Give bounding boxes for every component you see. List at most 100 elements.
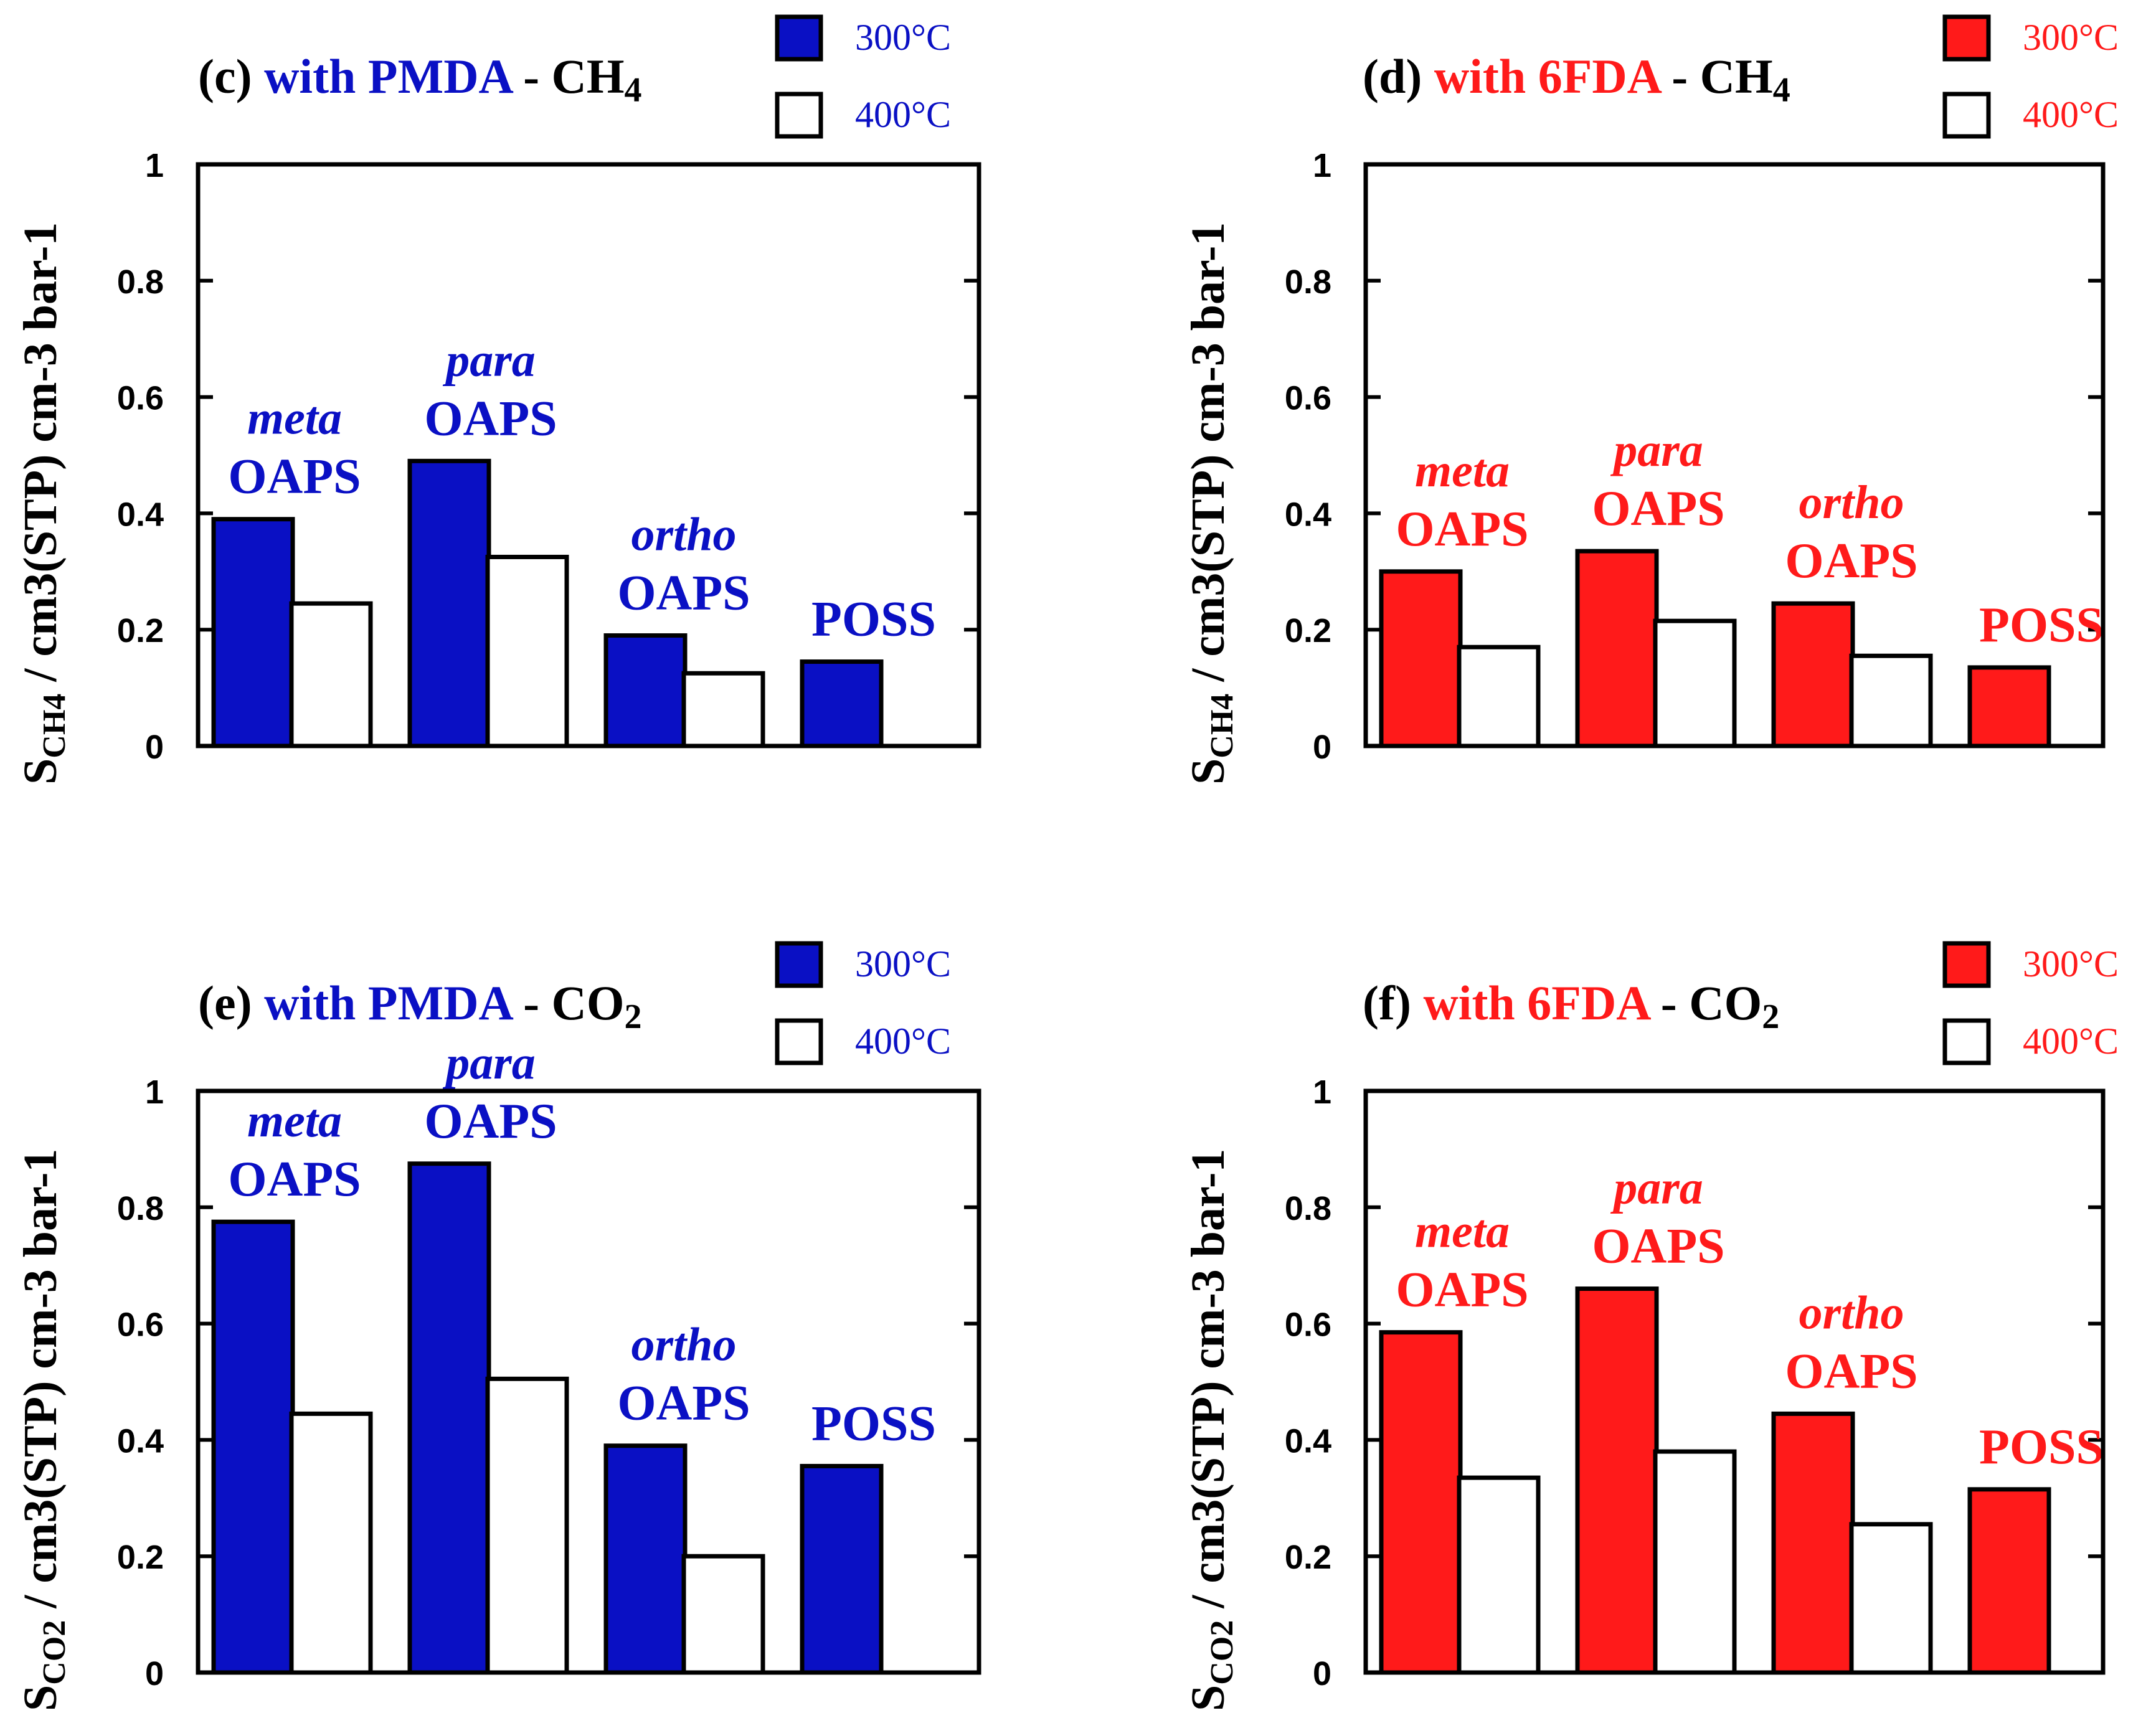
category-label-name: OAPS xyxy=(1592,1219,1724,1274)
title-gas: - CH xyxy=(511,49,625,103)
category-label-name: POSS xyxy=(1979,598,2104,653)
title-gas-subscript: 4 xyxy=(1773,71,1790,110)
category-label-name: OAPS xyxy=(424,1094,557,1149)
y-tick-label: 0.4 xyxy=(1285,496,1331,533)
category-label-name: POSS xyxy=(1979,1420,2104,1475)
bar-400-para xyxy=(485,1376,569,1675)
bar-400-ortho xyxy=(1849,653,1933,748)
y-tick-label: 0.2 xyxy=(1285,612,1331,649)
category-label-name: OAPS xyxy=(1396,502,1528,557)
y-axis-label-subscript: CO2 xyxy=(37,1620,72,1685)
bar-300-meta xyxy=(211,517,295,748)
y-axis-label-units: / cm3(STP) cm-3 bar-1 xyxy=(1182,1149,1234,1620)
legend: 300°C 400°C xyxy=(775,941,951,1065)
bar-400-ortho xyxy=(681,1554,765,1675)
y-tick-label: 0.8 xyxy=(1285,1190,1331,1227)
y-axis-label-units: / cm3(STP) cm-3 bar-1 xyxy=(14,1149,67,1620)
category-label-prefix: ortho xyxy=(631,1319,737,1371)
y-tick-label: 0 xyxy=(1313,1655,1331,1692)
legend-label-400: 400°C xyxy=(855,1021,951,1062)
title-gas-subscript: 2 xyxy=(625,998,642,1036)
legend-swatch-300 xyxy=(1942,14,1991,62)
y-tick-label: 0.2 xyxy=(117,1539,164,1576)
y-tick-label: 0.4 xyxy=(1285,1422,1331,1460)
y-tick-label: 1 xyxy=(1313,147,1331,184)
y-axis-label: SCO2 / cm3(STP) cm-3 bar-1 xyxy=(1182,1149,1240,1711)
category-label-name: OAPS xyxy=(228,1152,361,1207)
bar-400-meta xyxy=(289,1411,373,1675)
category-label-prefix: meta xyxy=(247,392,342,445)
category-label-prefix: ortho xyxy=(1799,1286,1904,1339)
bar-300-poss xyxy=(800,659,884,748)
category-label-prefix: ortho xyxy=(631,509,737,561)
panel-tag: (d) xyxy=(1363,49,1422,103)
category-label-name: OAPS xyxy=(424,391,557,446)
category-label-name: OAPS xyxy=(1396,1263,1528,1318)
legend: 300°C 400°C xyxy=(1942,14,2119,139)
bar-400-meta xyxy=(1457,1475,1541,1675)
y-axis-label: SCO2 / cm3(STP) cm-3 bar-1 xyxy=(14,1149,72,1711)
legend-label-300: 300°C xyxy=(2023,17,2119,58)
category-label-name: POSS xyxy=(811,592,936,647)
bar-300-poss xyxy=(800,1463,884,1675)
title-dianhydride: with 6FDA xyxy=(1411,976,1651,1030)
y-tick-label: 0.8 xyxy=(1285,263,1331,301)
y-tick-label: 1 xyxy=(145,147,164,184)
legend-label-400: 400°C xyxy=(855,94,951,135)
legend: 300°C 400°C xyxy=(775,14,951,139)
y-axis-label-symbol: S xyxy=(1182,758,1234,785)
bar-400-para xyxy=(1653,1449,1737,1675)
y-tick-label: 0.6 xyxy=(117,1306,164,1344)
bar-300-para xyxy=(1575,1286,1659,1675)
category-label-prefix: meta xyxy=(1415,445,1510,497)
y-tick-label: 0 xyxy=(1313,729,1331,766)
title-dianhydride: with 6FDA xyxy=(1422,49,1662,103)
legend-swatch-300 xyxy=(775,14,823,62)
legend-label-400: 400°C xyxy=(2023,1021,2119,1062)
y-tick-label: 0.6 xyxy=(1285,380,1331,417)
bar-400-meta xyxy=(1457,644,1541,748)
panel-f: (f) with 6FDA - CO2 300°C 400°C SCO2 / cm3(… xyxy=(1182,941,2119,1711)
panel-tag: (c) xyxy=(198,49,252,103)
legend-label-400: 400°C xyxy=(2023,94,2119,135)
panel-tag: (f) xyxy=(1363,976,1411,1030)
y-tick-label: 0.8 xyxy=(117,263,164,301)
legend-swatch-300 xyxy=(775,941,823,988)
legend-label-300: 300°C xyxy=(855,943,951,984)
bar-400-meta xyxy=(289,601,373,748)
category-label-name: OAPS xyxy=(1785,1344,1917,1399)
y-axis-label-subscript: CH4 xyxy=(37,694,72,758)
category-label-name: OAPS xyxy=(1785,534,1917,588)
title-gas-subscript: 4 xyxy=(625,71,642,110)
category-label-name: OAPS xyxy=(617,566,750,621)
category-label-prefix: para xyxy=(1610,424,1703,476)
title-gas-subscript: 2 xyxy=(1762,998,1779,1036)
legend: 300°C 400°C xyxy=(1942,941,2119,1065)
title-dianhydride: with PMDA xyxy=(252,976,514,1030)
category-label-name: OAPS xyxy=(228,450,361,504)
legend-swatch-400 xyxy=(775,92,823,139)
y-axis-label-subscript: CO2 xyxy=(1204,1620,1240,1685)
bar-300-poss xyxy=(1967,665,2051,748)
title-gas: - CO xyxy=(1648,976,1762,1030)
y-tick-label: 0.4 xyxy=(117,1422,164,1460)
y-axis-label: SCH4 / cm3(STP) cm-3 bar-1 xyxy=(14,222,72,785)
y-axis-label-symbol: S xyxy=(1182,1685,1234,1711)
y-tick-label: 0.2 xyxy=(1285,1539,1331,1576)
bar-300-ortho xyxy=(603,633,688,748)
y-tick-label: 0 xyxy=(145,1655,164,1692)
bar-300-ortho xyxy=(1771,1411,1855,1675)
legend-swatch-400 xyxy=(775,1018,823,1065)
category-label-name: OAPS xyxy=(1592,481,1724,536)
bar-400-ortho xyxy=(681,671,765,748)
category-label-name: OAPS xyxy=(617,1376,750,1431)
panel-title: (d) with 6FDA - CH4 xyxy=(1363,49,1790,110)
bar-300-ortho xyxy=(603,1443,688,1675)
bar-400-para xyxy=(1653,618,1737,748)
y-axis-label-units: / cm3(STP) cm-3 bar-1 xyxy=(14,222,67,694)
bar-300-ortho xyxy=(1771,601,1855,748)
bar-300-para xyxy=(407,458,491,748)
bar-300-para xyxy=(407,1161,491,1675)
panel-c: (c) with PMDA - CH4 300°C 400°C SCH4 / cm3(… xyxy=(14,14,981,785)
